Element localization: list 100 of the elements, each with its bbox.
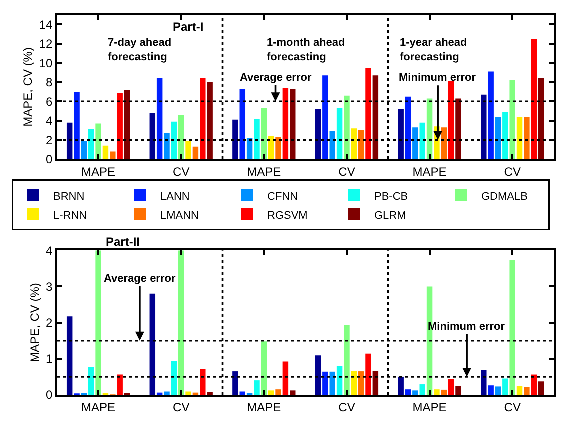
bar [495,117,502,160]
bar [412,128,418,160]
bar [524,117,530,160]
bar [315,109,322,160]
bar [290,390,296,395]
bar [322,76,328,160]
annotation: 7-day ahead forecasting [108,37,172,64]
bar [448,379,454,395]
bar [510,80,516,160]
bar [398,109,404,160]
bar [178,115,184,160]
bar [420,122,426,160]
x-tick-label: MAPE [412,400,447,414]
y-tick-label: 1 [46,352,54,366]
bar [502,378,508,395]
bar [366,68,372,160]
bar [398,376,404,395]
y-axis-title: MAPE, CV (%) [28,283,42,362]
bar [372,76,379,160]
bar [110,152,116,160]
x-tick-label: CV [338,400,356,414]
y-tick-label: 8 [46,76,54,90]
y-tick-label: 6 [46,94,54,109]
x-tick-label: CV [504,400,521,414]
bar [117,92,123,160]
bar [232,372,238,395]
y-tick-label: 3 [46,280,54,294]
x-tick-label: CV [504,164,521,179]
bar [66,122,73,160]
bar [351,371,358,395]
bar [330,372,336,395]
annotation: 1-year ahead forecasting [400,37,468,64]
legend-label: RGSVM [268,210,308,222]
bar [261,342,268,395]
bar [372,371,379,395]
legend-label: LMANN [160,210,200,222]
bar [232,120,238,160]
bar [531,39,537,160]
bar [405,390,412,395]
bar [510,260,516,395]
bar [171,361,178,395]
bar [358,372,364,395]
bar [351,128,358,160]
bar [192,146,199,160]
bar [538,382,544,395]
bar [240,89,246,160]
y-tick-label: 12 [39,37,54,52]
bar [268,136,274,160]
y-tick-label: 2 [46,316,54,330]
bar [336,366,343,395]
bar [481,94,487,160]
chart-title: Part-II [106,235,140,249]
bar [200,369,206,395]
legend-label: LANN [160,190,190,203]
bar [344,324,350,395]
bar [186,141,192,160]
bar [336,108,343,160]
legend-label: L-RNN [54,210,88,222]
bar [74,92,80,160]
bar [516,386,523,395]
bar [322,372,328,395]
bar [268,390,274,395]
bar [441,390,448,395]
bar [441,128,448,160]
bar [246,138,253,160]
legend-label: CFNN [268,190,298,203]
annotation: 1-month ahead forecasting [267,37,346,64]
bar [88,368,94,395]
y-tick-label: 10 [39,56,54,70]
bar [261,108,268,160]
y-tick-label: 4 [46,114,54,128]
y-tick-label: 2 [46,133,54,148]
bar [171,122,178,160]
bar [481,370,487,395]
x-tick-label: MAPE [247,400,282,414]
x-tick-label: MAPE [82,164,116,179]
bar [186,392,192,395]
annotation: Average error [104,273,176,285]
bar [448,81,454,160]
y-tick-label: 0 [46,152,54,167]
bar [358,130,364,160]
bar [456,386,462,395]
bar [516,117,523,160]
y-axis-title: MAPE, CV (%) [21,48,36,127]
bar [200,78,206,160]
x-tick-label: CV [338,164,356,179]
bar [495,386,502,395]
bar [412,390,418,395]
bar [290,89,296,160]
bar [276,390,282,395]
bar [81,141,88,160]
bar [524,387,530,395]
legend-label: GDMALB [482,190,528,203]
bar [254,118,260,160]
x-tick-label: CV [173,400,190,414]
bar [276,137,282,160]
annotation: Minimum error [428,321,506,333]
text: Part-I [173,20,204,34]
bar [150,113,156,160]
legend-label: BRNN [54,190,85,203]
